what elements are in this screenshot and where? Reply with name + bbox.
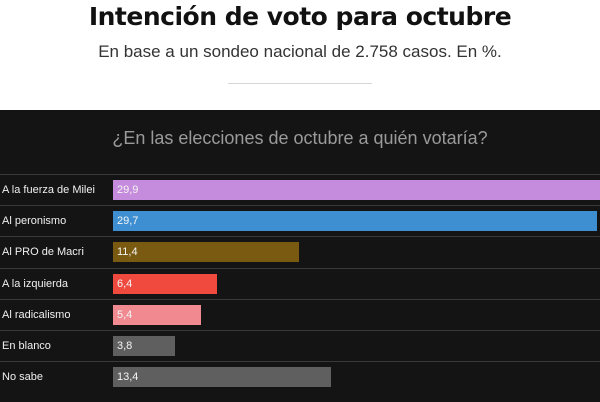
row-divider xyxy=(0,205,600,207)
chart-panel: ¿En las elecciones de octubre a quién vo… xyxy=(0,110,600,402)
row-divider xyxy=(0,361,600,363)
row-divider xyxy=(0,236,600,238)
data-label: 5,4 xyxy=(117,308,133,321)
bar xyxy=(113,367,331,388)
chart-title: ¿En las elecciones de octubre a quién vo… xyxy=(112,128,488,148)
header: Intención de voto para octubre En base a… xyxy=(0,0,600,110)
bar xyxy=(113,336,175,356)
bar xyxy=(113,304,201,325)
bar xyxy=(113,242,299,263)
divider xyxy=(228,83,372,84)
category-label: Al radicalismo xyxy=(2,308,71,321)
row-divider xyxy=(0,267,600,269)
category-label: No sabe xyxy=(2,371,43,384)
row-divider xyxy=(0,298,600,300)
category-label: A la fuerza de Milei xyxy=(2,184,95,196)
page-title: Intención de voto para octubre xyxy=(88,2,512,31)
row-divider xyxy=(0,174,600,175)
data-label: 3,8 xyxy=(117,340,133,352)
data-label: 29,9 xyxy=(117,184,139,196)
data-label: 29,7 xyxy=(117,215,139,228)
data-label: 13,4 xyxy=(117,371,139,384)
bar xyxy=(113,180,600,200)
bar xyxy=(113,211,597,232)
bar xyxy=(113,273,217,294)
category-label: A la izquierda xyxy=(2,277,69,290)
category-label: Al PRO de Macri xyxy=(2,246,84,259)
row-divider xyxy=(0,330,600,331)
page-subtitle: En base a un sondeo nacional de 2.758 ca… xyxy=(98,42,502,61)
data-label: 11,4 xyxy=(117,246,138,259)
category-label: Al peronismo xyxy=(2,215,67,228)
data-label: 6,4 xyxy=(117,277,133,290)
category-label: En blanco xyxy=(2,340,51,352)
